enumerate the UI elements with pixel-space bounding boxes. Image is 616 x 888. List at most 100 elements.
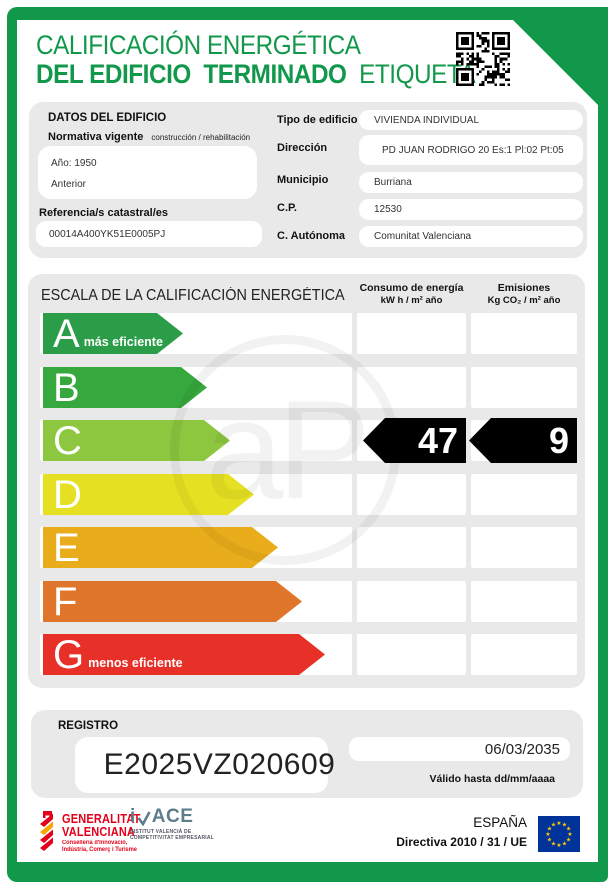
rating-row-D: D — [28, 474, 585, 515]
country-directive-block: ESPAÑA Directiva 2010 / 31 / UE — [380, 815, 527, 849]
rating-bar-F: F — [43, 581, 302, 622]
consumo-value: 47 — [417, 419, 458, 461]
consumo-cell — [357, 634, 466, 675]
rating-letter: A — [53, 312, 80, 356]
consumo-cell — [357, 527, 466, 568]
generalitat-valenciana-wordmark: GENERALITAT VALENCIANA — [62, 813, 141, 839]
building-data-panel: DATOS DEL EDIFICIO Normativa vigente cons… — [29, 102, 587, 258]
rating-note: menos eficiente — [88, 656, 183, 670]
field-value-tipo: VIVIENDA INDIVIDUAL — [359, 110, 583, 130]
svg-text:★: ★ — [566, 826, 571, 833]
ivace-i: i — [130, 806, 136, 827]
gva-line1: GENERALITAT — [62, 812, 141, 826]
normativa-label-text: Normativa vigente — [48, 131, 144, 143]
emisiones-cell — [471, 634, 577, 675]
field-value-cp: 12530 — [359, 199, 583, 220]
rating-letter: D — [53, 473, 82, 517]
rating-row-C: C 47 9 — [28, 418, 585, 463]
consumo-column-header: Consumo de energía kW h / m² año — [357, 282, 466, 306]
emisiones-column-header: Emisiones Kg CO₂ / m² año — [471, 282, 577, 306]
svg-text:★: ★ — [551, 821, 556, 828]
consumo-cell — [357, 313, 466, 354]
qr-code-icon — [456, 32, 510, 86]
field-label-direccion: Dirección — [277, 142, 328, 154]
consumo-cell — [357, 367, 466, 408]
field-label-cp: C.P. — [277, 202, 297, 214]
referencia-label: Referencia/s catastral/es — [39, 207, 169, 219]
normativa-label: Normativa vigente construcción / rehabili… — [48, 131, 250, 143]
svg-text:★: ★ — [547, 837, 552, 844]
scale-title: ESCALA DE LA CALIFICACIÓN ENERGÉTICA — [41, 287, 345, 304]
page-green-frame — [7, 7, 608, 882]
svg-text:★: ★ — [562, 821, 567, 828]
svg-text:★: ★ — [551, 841, 556, 848]
normativa-sublabel: construcción / rehabilitación — [151, 133, 251, 142]
consumo-value-arrow: 47 — [363, 418, 466, 463]
emisiones-cell — [471, 527, 577, 568]
rating-row-F: F — [28, 581, 585, 622]
rating-bar-E: E — [43, 527, 278, 568]
rating-letter: E — [53, 526, 80, 570]
field-value-municipio: Burriana — [359, 172, 583, 193]
registry-title: REGISTRO — [58, 720, 119, 732]
emisiones-cell — [471, 313, 577, 354]
svg-text:★: ★ — [545, 831, 550, 838]
normativa-value-line2: Anterior — [51, 179, 87, 190]
rating-bar-B: B — [43, 367, 207, 408]
page-title-line1: CALIFICACIÓN ENERGÉTICA — [36, 30, 361, 60]
directive-label: Directiva 2010 / 31 / UE — [396, 835, 527, 849]
consumo-cell — [357, 474, 466, 515]
page-title-line2: DEL EDIFICIO TERMINADO ETIQUETA — [36, 59, 476, 90]
referencia-value-box: 00014A400YK51E0005PJ — [36, 221, 262, 247]
valid-until-label: Válido hasta dd/mm/aaaa — [429, 773, 555, 785]
consumo-header-units: kW h / m² año — [380, 295, 443, 306]
svg-text:★: ★ — [567, 831, 572, 838]
rating-letter: F — [53, 580, 78, 624]
emisiones-header-text: Emisiones — [497, 282, 551, 294]
svg-text:★: ★ — [562, 841, 567, 848]
gva-line2: VALENCIANA — [62, 825, 136, 839]
conselleria-text: Conselleria d'Innovació, Indústria, Come… — [62, 840, 137, 854]
rating-letter: G — [53, 633, 85, 677]
rating-letter: C — [53, 419, 82, 463]
valid-until-date-box: 06/03/2035 — [349, 737, 570, 761]
consumo-header-text: Consumo de energía — [359, 282, 464, 294]
ivace-ace: ACE — [151, 806, 194, 827]
svg-text:★: ★ — [547, 826, 552, 833]
eu-flag-icon: ★ ★ ★ ★ ★ ★ ★ ★ ★ ★ ★ ★ — [538, 816, 580, 852]
rating-row-B: B — [28, 367, 585, 408]
rating-row-E: E — [28, 527, 585, 568]
field-label-tipo: Tipo de edificio — [277, 114, 358, 126]
emisiones-value-arrow: 9 — [469, 418, 577, 463]
ivace-logo: i ACE INSTITUT VALENCIÀ DE COMPETITIVITAT… — [130, 806, 214, 841]
registry-code-box: E2025VZ020609 — [75, 737, 335, 793]
ivace-subtitle-line2: COMPETITIVITAT EMPRESARIAL — [130, 835, 214, 841]
rating-bar-D: D — [43, 474, 254, 515]
rating-scale-panel: ESCALA DE LA CALIFICACIÓN ENERGÉTICA Con… — [28, 274, 585, 688]
field-value-autonoma: Comunitat Valenciana — [359, 226, 583, 247]
rating-bar-C: C — [43, 420, 230, 461]
page-title-line2-bold: DEL EDIFICIO TERMINADO — [36, 59, 347, 89]
normativa-value-line1: Año: 1950 — [51, 158, 97, 169]
field-value-direccion: PD JUAN RODRIGO 20 Es:1 Pl:02 Pt:05 — [359, 135, 583, 165]
consumo-cell — [357, 581, 466, 622]
country-label: ESPAÑA — [473, 815, 527, 830]
field-label-municipio: Municipio — [277, 174, 329, 186]
ivace-wordmark: i ACE — [130, 806, 214, 827]
emisiones-cell — [471, 474, 577, 515]
ivace-subtitle-line1: INSTITUT VALENCIÀ DE — [130, 829, 192, 835]
conselleria-line1: Conselleria d'Innovació, — [62, 840, 128, 846]
conselleria-line2: Indústria, Comerç i Turisme — [62, 847, 137, 853]
emisiones-header-units: Kg CO₂ / m² año — [487, 295, 561, 306]
registry-panel: REGISTRO E2025VZ020609 06/03/2035 Válido… — [31, 710, 583, 798]
rating-note: más eficiente — [83, 335, 163, 349]
svg-text:★: ★ — [556, 820, 561, 827]
normativa-value-box: Año: 1950 Anterior — [38, 146, 257, 199]
generalitat-valenciana-logo-icon — [40, 811, 53, 851]
svg-text:★: ★ — [566, 837, 571, 844]
